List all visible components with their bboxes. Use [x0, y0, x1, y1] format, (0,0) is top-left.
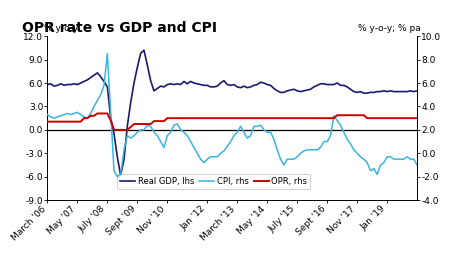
CPI, rhs [337, 123, 343, 127]
OPR, rhs [258, 116, 264, 120]
CPI, rhs [45, 113, 50, 116]
OPR, rhs [301, 116, 307, 120]
Real GDP, lhs [301, 89, 307, 93]
Text: OPR rate vs GDP and CPI: OPR rate vs GDP and CPI [21, 21, 217, 35]
OPR, rhs [414, 116, 420, 120]
OPR, rhs [181, 116, 187, 120]
OPR, rhs [337, 113, 343, 117]
Real GDP, lhs [258, 81, 264, 84]
CPI, rhs [181, 131, 187, 134]
Line: Real GDP, lhs: Real GDP, lhs [47, 50, 417, 175]
Real GDP, lhs [408, 89, 413, 93]
CPI, rhs [258, 123, 264, 127]
CPI, rhs [414, 163, 420, 167]
Text: % y-o-y: % y-o-y [44, 24, 78, 33]
Line: OPR, rhs: OPR, rhs [47, 113, 417, 130]
CPI, rhs [301, 149, 307, 153]
OPR, rhs [111, 128, 117, 131]
CPI, rhs [318, 146, 323, 149]
CPI, rhs [104, 52, 110, 55]
OPR, rhs [318, 116, 323, 120]
Real GDP, lhs [414, 89, 420, 93]
Real GDP, lhs [45, 83, 50, 86]
Text: % y-o-y; % pa: % y-o-y; % pa [358, 24, 421, 33]
Real GDP, lhs [318, 82, 323, 85]
Legend: Real GDP, lhs, CPI, rhs, OPR, rhs: Real GDP, lhs, CPI, rhs, OPR, rhs [117, 174, 310, 189]
Real GDP, lhs [118, 173, 124, 177]
OPR, rhs [408, 116, 413, 120]
CPI, rhs [408, 157, 413, 161]
Real GDP, lhs [181, 80, 187, 83]
OPR, rhs [45, 120, 50, 123]
CPI, rhs [115, 175, 120, 178]
OPR, rhs [94, 112, 100, 115]
Line: CPI, rhs: CPI, rhs [47, 54, 417, 177]
Real GDP, lhs [337, 84, 343, 87]
Real GDP, lhs [141, 49, 147, 52]
